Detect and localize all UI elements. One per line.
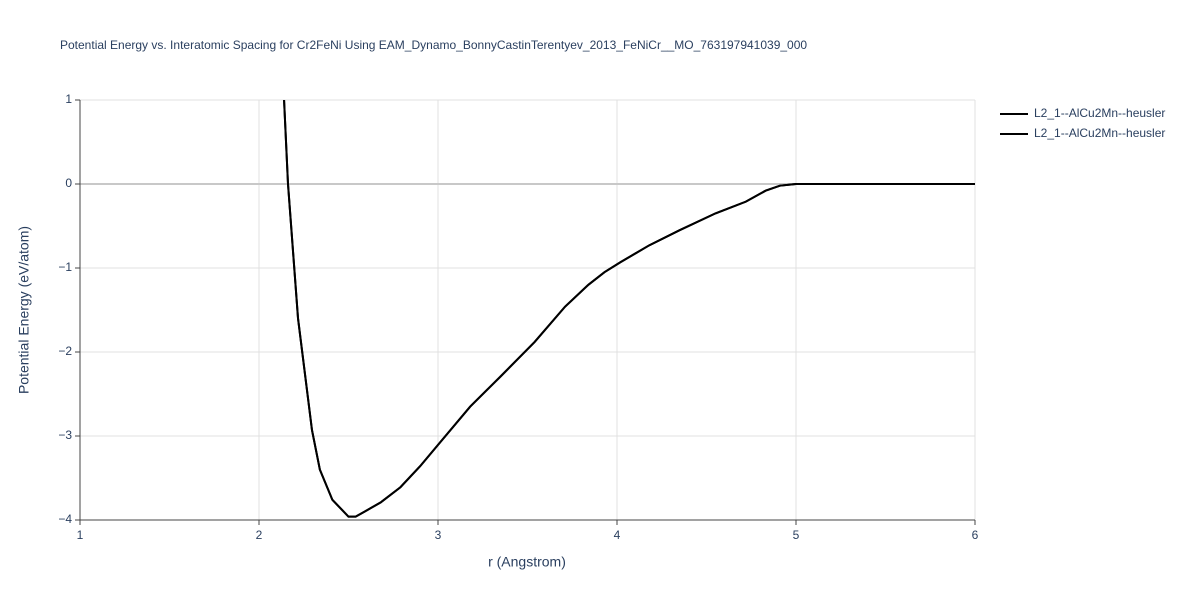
x-tick-label: 2 xyxy=(256,528,263,542)
x-tick-label: 6 xyxy=(972,528,979,542)
line-series xyxy=(283,99,975,518)
y-tick-label: 1 xyxy=(65,92,72,106)
y-tick-label: −2 xyxy=(58,344,72,358)
legend-label: L2_1--AlCu2Mn--heusler xyxy=(1034,126,1165,140)
x-tick-label: 3 xyxy=(435,528,442,542)
x-tick-label: 1 xyxy=(77,528,84,542)
line-series xyxy=(283,99,975,518)
x-tick-label: 5 xyxy=(793,528,800,542)
y-tick-label: −1 xyxy=(58,260,72,274)
y-tick-label: −3 xyxy=(58,428,72,442)
chart-title: Potential Energy vs. Interatomic Spacing… xyxy=(60,38,807,52)
legend-label: L2_1--AlCu2Mn--heusler xyxy=(1034,106,1165,120)
x-axis-label: r (Angstrom) xyxy=(488,554,566,570)
y-tick-label: 0 xyxy=(65,176,72,190)
y-tick-label: −4 xyxy=(58,512,72,526)
y-axis-label: Potential Energy (eV/atom) xyxy=(16,226,32,394)
x-tick-label: 4 xyxy=(614,528,621,542)
